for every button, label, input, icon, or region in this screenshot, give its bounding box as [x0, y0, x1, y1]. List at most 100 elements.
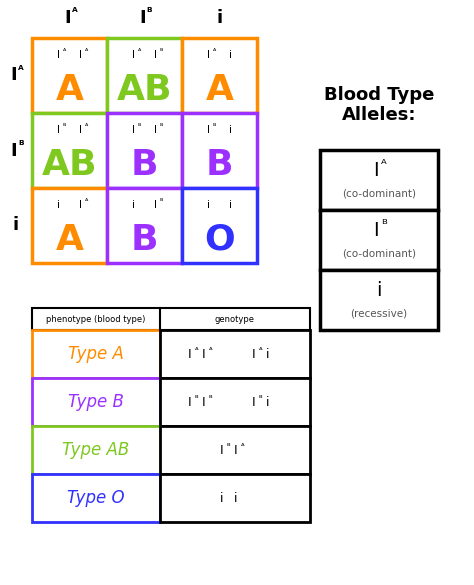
Text: ᴮ: ᴮ [195, 394, 199, 402]
Text: ᴮ: ᴮ [213, 122, 216, 131]
Text: ᴮ: ᴮ [160, 197, 164, 206]
Bar [32, 426, 160, 474]
Text: I: I [79, 125, 82, 135]
Text: A: A [206, 73, 234, 107]
Text: ᴬ: ᴬ [381, 159, 387, 171]
Text: i: i [13, 216, 19, 235]
Text: Type O: Type O [67, 489, 125, 507]
Bar [160, 474, 310, 522]
Text: I: I [57, 125, 60, 135]
Text: I: I [132, 50, 135, 60]
Text: ᴬ: ᴬ [85, 122, 88, 131]
Bar [32, 308, 310, 330]
Text: Type A: Type A [68, 345, 124, 363]
Bar [32, 378, 160, 426]
Text: ᴬ: ᴬ [209, 346, 213, 355]
Text: ᴬ: ᴬ [138, 47, 141, 56]
Bar [182, 188, 257, 263]
Text: ᴮ: ᴮ [146, 6, 152, 19]
Text: I: I [64, 9, 71, 27]
Text: Type B: Type B [68, 393, 124, 411]
Text: ᴮ: ᴮ [209, 394, 213, 402]
Bar [160, 426, 310, 474]
Text: ᴬ: ᴬ [72, 6, 77, 19]
Bar [320, 210, 438, 270]
Text: I: I [57, 50, 60, 60]
Text: ᴮ: ᴮ [138, 122, 141, 131]
Text: I: I [188, 395, 192, 408]
Bar [320, 270, 438, 330]
Text: ᴬ: ᴬ [63, 47, 66, 56]
Bar [32, 330, 160, 378]
Bar [160, 378, 310, 426]
Bar [32, 38, 107, 113]
Bar [182, 38, 257, 113]
Text: ᴮ: ᴮ [227, 442, 231, 450]
Text: ᴬ: ᴬ [259, 346, 263, 355]
Text: I: I [234, 443, 238, 456]
Text: (co-dominant): (co-dominant) [342, 188, 416, 198]
Text: i: i [220, 491, 224, 504]
Text: I: I [202, 347, 206, 360]
Text: i: i [57, 200, 60, 210]
Text: (recessive): (recessive) [350, 308, 408, 318]
Text: I: I [207, 50, 210, 60]
Text: i: i [266, 395, 270, 408]
Text: ᴮ: ᴮ [160, 47, 164, 56]
Text: ᴮ: ᴮ [381, 219, 387, 232]
Text: ᴮ: ᴮ [160, 122, 164, 131]
Text: i: i [217, 9, 223, 27]
Bar [32, 474, 160, 522]
Text: ᴮ: ᴮ [259, 394, 263, 402]
Text: I: I [373, 161, 379, 181]
Text: I: I [154, 200, 157, 210]
Text: i: i [229, 125, 232, 135]
Text: I: I [154, 125, 157, 135]
Text: I: I [11, 67, 18, 84]
Text: ᴮ: ᴮ [63, 122, 66, 131]
Text: genotype: genotype [215, 315, 255, 324]
Text: I: I [139, 9, 146, 27]
Text: i: i [132, 200, 135, 210]
Text: I: I [373, 222, 379, 240]
Bar [160, 330, 310, 378]
Text: i: i [229, 200, 232, 210]
Text: Blood Type: Blood Type [324, 86, 434, 104]
Bar [107, 38, 182, 113]
Bar [107, 113, 182, 188]
Text: ᴮ: ᴮ [18, 139, 24, 152]
Text: I: I [132, 125, 135, 135]
Text: B: B [206, 148, 233, 182]
Text: i: i [376, 281, 382, 301]
Bar [320, 150, 438, 210]
Text: A: A [55, 73, 83, 107]
Text: i: i [234, 491, 238, 504]
Text: ᴬ: ᴬ [18, 64, 24, 77]
Text: I: I [252, 395, 256, 408]
Text: ᴬ: ᴬ [241, 442, 245, 450]
Text: AB: AB [117, 73, 172, 107]
Text: I: I [154, 50, 157, 60]
Text: (co-dominant): (co-dominant) [342, 248, 416, 258]
Bar [32, 113, 107, 188]
Text: Alleles:: Alleles: [342, 106, 416, 124]
Text: I: I [220, 443, 224, 456]
Bar [182, 113, 257, 188]
Text: ᴬ: ᴬ [85, 197, 88, 206]
Text: A: A [55, 223, 83, 257]
Text: B: B [131, 148, 158, 182]
Text: O: O [204, 223, 235, 257]
Text: I: I [202, 395, 206, 408]
Text: i: i [266, 347, 270, 360]
Text: B: B [131, 223, 158, 257]
Bar [107, 188, 182, 263]
Text: i: i [207, 200, 210, 210]
Text: I: I [79, 200, 82, 210]
Text: i: i [229, 50, 232, 60]
Text: I: I [188, 347, 192, 360]
Text: ᴬ: ᴬ [213, 47, 216, 56]
Text: ᴬ: ᴬ [195, 346, 199, 355]
Text: I: I [11, 142, 18, 160]
Text: phenotype (blood type): phenotype (blood type) [46, 315, 146, 324]
Text: ᴬ: ᴬ [85, 47, 88, 56]
